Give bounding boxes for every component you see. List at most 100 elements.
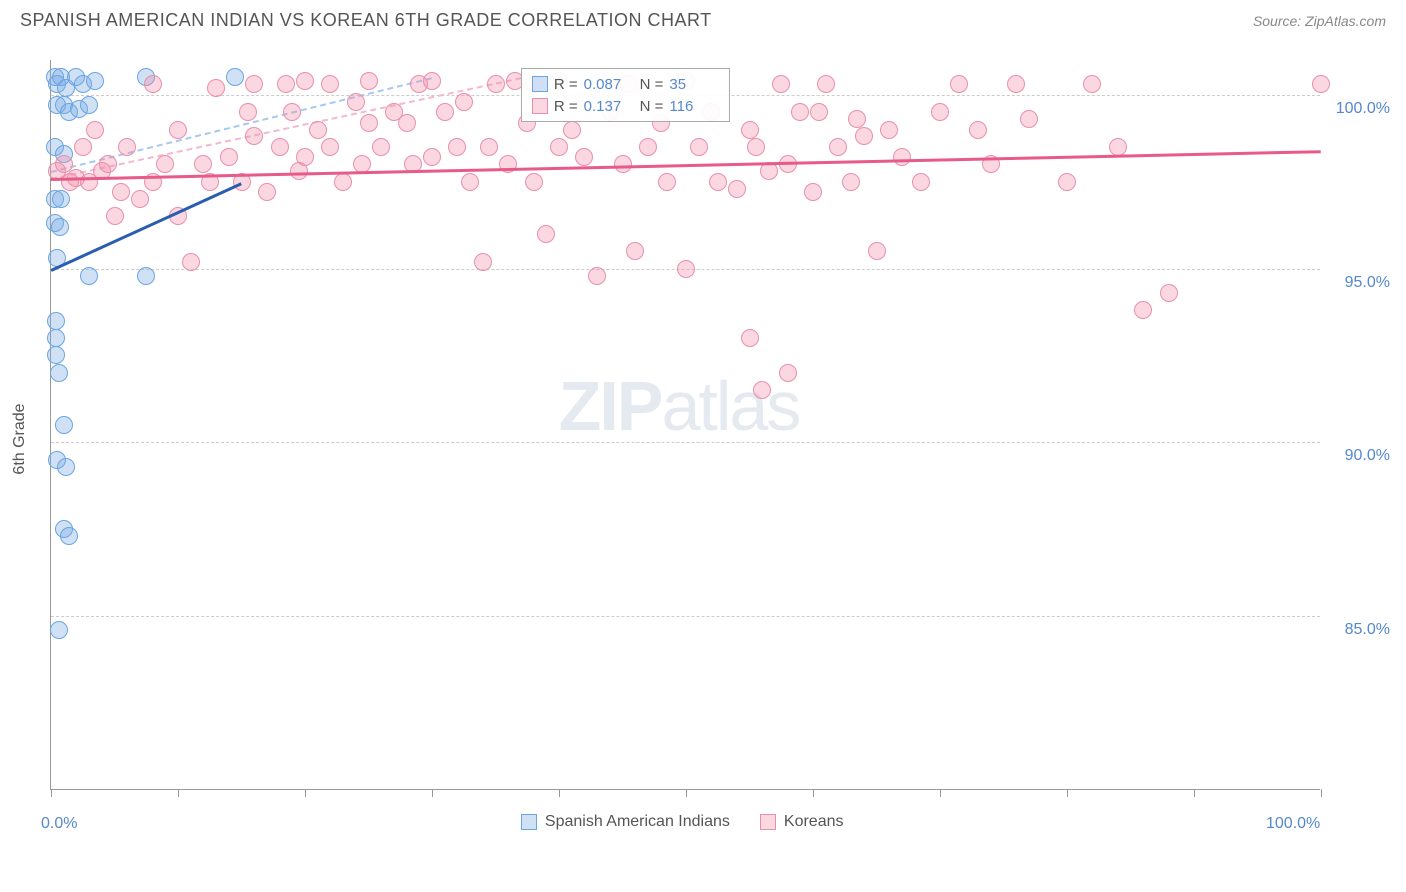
- scatter-point: [57, 458, 75, 476]
- scatter-point: [791, 103, 809, 121]
- correlation-legend: R =0.087N =35R =0.137N =116: [521, 68, 731, 122]
- scatter-point: [169, 121, 187, 139]
- scatter-point: [626, 242, 644, 260]
- legend-n-value: 35: [669, 76, 719, 93]
- scatter-point: [245, 75, 263, 93]
- legend-r-label: R =: [554, 98, 578, 115]
- scatter-point: [144, 75, 162, 93]
- chart-container: 6th Grade ZIPatlas 85.0%90.0%95.0%100.0%…: [50, 50, 1380, 810]
- scatter-point: [525, 173, 543, 191]
- scatter-point: [436, 103, 454, 121]
- scatter-point: [47, 346, 65, 364]
- scatter-point: [563, 121, 581, 139]
- scatter-point: [912, 173, 930, 191]
- legend-swatch: [532, 76, 548, 92]
- scatter-point: [156, 155, 174, 173]
- watermark: ZIPatlas: [559, 366, 800, 446]
- scatter-point: [207, 79, 225, 97]
- legend-item: Spanish American Indians: [521, 813, 730, 831]
- y-tick-label: 90.0%: [1345, 447, 1390, 465]
- scatter-point: [1083, 75, 1101, 93]
- scatter-point: [321, 138, 339, 156]
- scatter-point: [950, 75, 968, 93]
- legend-item: Koreans: [760, 813, 844, 831]
- y-tick-label: 100.0%: [1336, 100, 1390, 118]
- scatter-point: [690, 138, 708, 156]
- scatter-point: [194, 155, 212, 173]
- scatter-point: [829, 138, 847, 156]
- scatter-point: [220, 148, 238, 166]
- scatter-point: [283, 103, 301, 121]
- scatter-point: [1312, 75, 1330, 93]
- scatter-point: [848, 110, 866, 128]
- scatter-point: [99, 155, 117, 173]
- x-tick: [1321, 789, 1322, 797]
- x-tick: [1067, 789, 1068, 797]
- scatter-point: [360, 72, 378, 90]
- x-tick: [178, 789, 179, 797]
- scatter-point: [747, 138, 765, 156]
- scatter-point: [80, 267, 98, 285]
- scatter-point: [131, 190, 149, 208]
- scatter-point: [1020, 110, 1038, 128]
- scatter-point: [372, 138, 390, 156]
- x-axis-label: 0.0%: [41, 815, 77, 833]
- scatter-point: [47, 329, 65, 347]
- x-axis-label: 100.0%: [1266, 815, 1320, 833]
- scatter-point: [423, 148, 441, 166]
- scatter-point: [677, 260, 695, 278]
- x-tick: [51, 789, 52, 797]
- x-tick: [1194, 789, 1195, 797]
- scatter-point: [741, 329, 759, 347]
- scatter-point: [709, 173, 727, 191]
- trend-line: [51, 150, 1321, 180]
- scatter-point: [842, 173, 860, 191]
- legend-swatch: [532, 98, 548, 114]
- scatter-point: [137, 267, 155, 285]
- scatter-point: [398, 114, 416, 132]
- scatter-point: [60, 527, 78, 545]
- scatter-point: [810, 103, 828, 121]
- scatter-point: [86, 72, 104, 90]
- scatter-point: [893, 148, 911, 166]
- scatter-point: [550, 138, 568, 156]
- scatter-point: [537, 225, 555, 243]
- scatter-point: [474, 253, 492, 271]
- legend-row: R =0.137N =116: [532, 95, 720, 117]
- scatter-point: [296, 148, 314, 166]
- scatter-point: [50, 621, 68, 639]
- scatter-point: [55, 416, 73, 434]
- scatter-point: [245, 127, 263, 145]
- scatter-point: [118, 138, 136, 156]
- scatter-point: [277, 75, 295, 93]
- scatter-point: [239, 103, 257, 121]
- legend-series-name: Koreans: [784, 813, 844, 831]
- scatter-point: [86, 121, 104, 139]
- scatter-point: [226, 68, 244, 86]
- legend-n-value: 116: [669, 98, 719, 115]
- scatter-point: [575, 148, 593, 166]
- scatter-point: [74, 138, 92, 156]
- scatter-point: [817, 75, 835, 93]
- scatter-point: [1134, 301, 1152, 319]
- scatter-point: [804, 183, 822, 201]
- y-tick-label: 95.0%: [1345, 274, 1390, 292]
- grid-line: [51, 616, 1320, 617]
- x-tick: [813, 789, 814, 797]
- y-axis-title: 6th Grade: [11, 403, 29, 474]
- scatter-point: [658, 173, 676, 191]
- scatter-point: [480, 138, 498, 156]
- scatter-point: [334, 173, 352, 191]
- plot-area: ZIPatlas 85.0%90.0%95.0%100.0%0.0%100.0%…: [50, 60, 1320, 790]
- scatter-point: [309, 121, 327, 139]
- watermark-light: atlas: [662, 367, 800, 445]
- x-tick: [432, 789, 433, 797]
- scatter-point: [47, 312, 65, 330]
- scatter-point: [1160, 284, 1178, 302]
- scatter-point: [931, 103, 949, 121]
- scatter-point: [1007, 75, 1025, 93]
- scatter-point: [80, 96, 98, 114]
- scatter-point: [461, 173, 479, 191]
- scatter-point: [271, 138, 289, 156]
- legend-swatch: [760, 814, 776, 830]
